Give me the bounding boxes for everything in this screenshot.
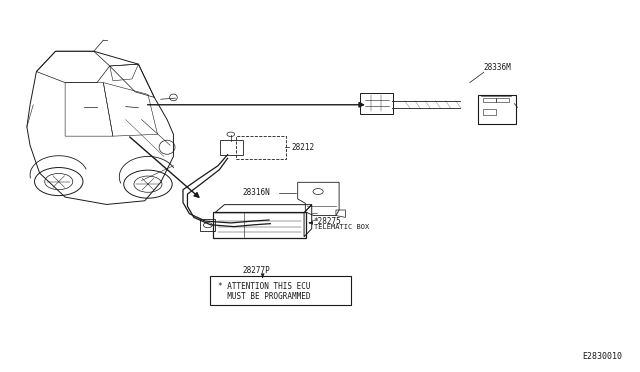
Text: 28336M: 28336M [484,62,511,71]
Text: MUST BE PROGRAMMED: MUST BE PROGRAMMED [218,292,310,301]
Text: * ATTENTION THIS ECU: * ATTENTION THIS ECU [218,282,310,291]
Text: E2830010: E2830010 [582,352,623,361]
Text: *28275: *28275 [314,217,341,225]
Text: 28316N: 28316N [243,188,270,197]
Text: TELEMATIC BOX: TELEMATIC BOX [314,224,369,230]
Text: 28212: 28212 [291,143,314,152]
Text: 28277P: 28277P [243,266,270,275]
